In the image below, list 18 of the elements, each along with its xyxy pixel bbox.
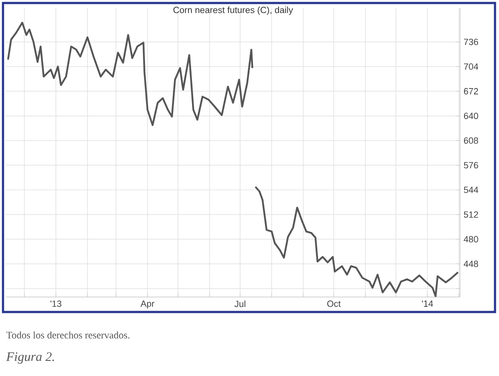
text: Todos los derechos reservados. <box>6 331 130 339</box>
x-tick-label: Apr <box>140 300 154 309</box>
text: Figura 2. <box>6 352 54 364</box>
x-tick-label: '13 <box>50 300 62 307</box>
y-tick-label: 512 <box>464 211 478 218</box>
y-tick-label: 672 <box>464 88 478 94</box>
y-tick-label: 544 <box>464 186 478 194</box>
chart-title: Corn nearest futures (C), daily <box>173 6 294 15</box>
y-tick-label: 704 <box>464 63 478 70</box>
y-tick-label: 640 <box>464 112 478 120</box>
y-tick-label: 448 <box>464 260 478 268</box>
x-tick-label: Oct <box>327 300 341 307</box>
y-tick-label: 576 <box>464 162 478 168</box>
x-tick-label: Jul <box>234 300 246 308</box>
x-tick-label: '14 <box>422 300 434 307</box>
y-tick-label: 480 <box>464 236 478 242</box>
y-tick-label: 608 <box>464 137 478 144</box>
y-tick-label: 736 <box>464 38 478 46</box>
